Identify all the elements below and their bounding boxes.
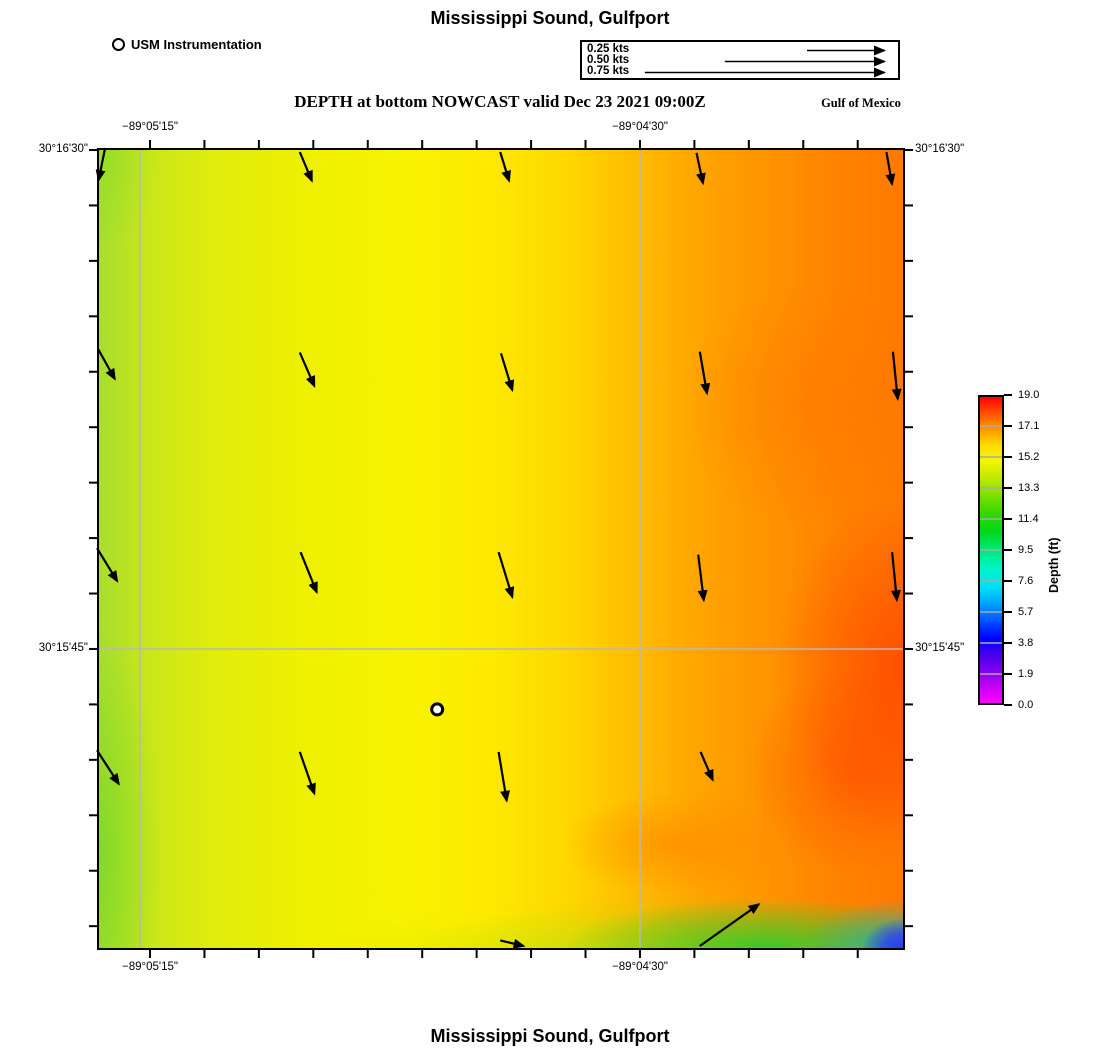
colorbar-tick-label: 13.3: [1018, 482, 1040, 494]
station-circle-icon: [112, 38, 125, 51]
velocity-scale-label: 0.50 kts: [587, 54, 630, 66]
axis-label-lat-left-north: 30°16'30": [38, 143, 88, 155]
axis-label-lat-right-south: 30°15'45": [915, 642, 965, 654]
axis-label-lon-bottom-west: −89°05'15": [122, 961, 178, 973]
axis-label-lon-top-east: −89°04'30": [612, 121, 668, 133]
colorbar-tick-label: 15.2: [1018, 451, 1040, 463]
velocity-scale-arrows: [644, 45, 886, 78]
velocity-scale-label: 0.25 kts: [587, 43, 630, 55]
colorbar-tick-label: 0.0: [1018, 699, 1034, 711]
colorbar-tick-label: 17.1: [1018, 420, 1040, 432]
colorbar-tick-label: 5.7: [1018, 606, 1034, 618]
colorbar-axis-label: Depth (ft): [1047, 537, 1061, 593]
axis-label-lat-right-north: 30°16'30": [915, 143, 965, 155]
colorbar-tick-label: 7.6: [1018, 575, 1034, 587]
axis-label-lon-top-west: −89°05'15": [122, 121, 178, 133]
depth-colorbar: [978, 395, 1004, 705]
depth-heatmap-field: [99, 150, 903, 948]
instrumentation-legend: USM Instrumentation: [112, 37, 262, 52]
axis-label-lon-bottom-east: −89°04'30": [612, 961, 668, 973]
colorbar-tick-label: 9.5: [1018, 544, 1034, 556]
region-label: Gulf of Mexico: [821, 96, 901, 110]
bottom-page-title: Mississippi Sound, Gulfport: [430, 1026, 670, 1046]
legend-label: USM Instrumentation: [131, 37, 262, 52]
velocity-scale-box: 0.25 kts 0.50 kts 0.75 kts: [580, 40, 900, 80]
depth-map: [97, 148, 905, 950]
plot-subtitle: DEPTH at bottom NOWCAST valid Dec 23 202…: [294, 92, 706, 111]
velocity-scale-label: 0.75 kts: [587, 65, 630, 77]
colorbar-tick-label: 19.0: [1018, 389, 1040, 401]
colorbar-tick-label: 1.9: [1018, 668, 1034, 680]
colorbar-tick-label: 3.8: [1018, 637, 1034, 649]
page-title: Mississippi Sound, Gulfport: [430, 8, 670, 28]
axis-label-lat-left-south: 30°15'45": [38, 642, 88, 654]
colorbar-tick-label: 11.4: [1018, 513, 1039, 525]
